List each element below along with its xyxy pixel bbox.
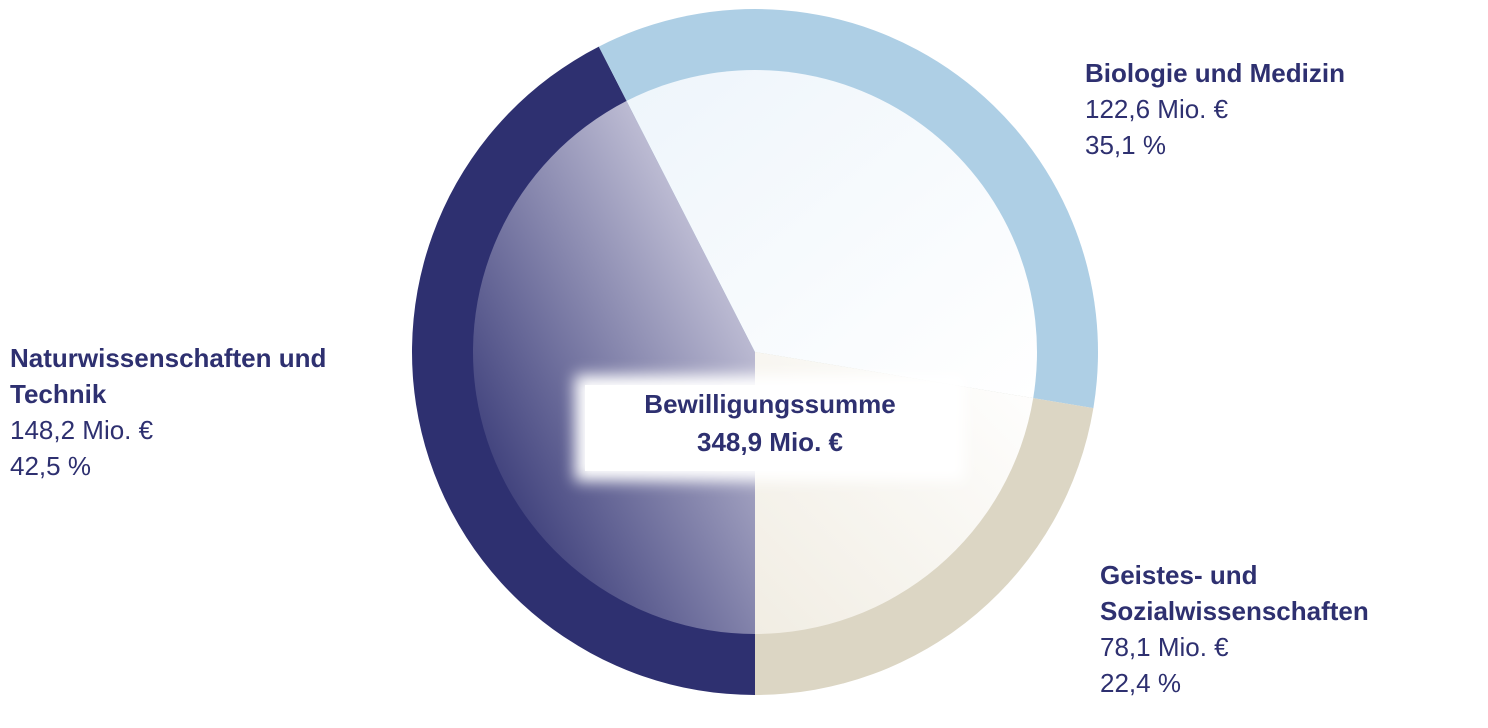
label-group: Biologie und Medizin 122,6 Mio. € 35,1 % [1085,55,1345,163]
category-label: Biologie und Medizin [1085,58,1345,88]
value-label: 122,6 Mio. € [1085,94,1229,124]
pie [411,9,1098,696]
slice-highlight [472,100,755,635]
value-label: 148,2 Mio. € [10,415,154,445]
percentage-label: 35,1 % [1085,130,1166,160]
center-value: 348,9 Mio. € [697,427,843,457]
category-label: Geistes- und Sozialwissenschaften [1100,560,1369,626]
center-title: Bewilligungssumme [644,389,896,419]
category-label: Naturwissenschaften und Technik [10,343,327,409]
percentage-label: 22,4 % [1100,668,1181,698]
value-label: 78,1 Mio. € [1100,632,1229,662]
center-label: Bewilligungssumme 348,9 Mio. € [585,385,955,471]
label-group: Geistes- und Sozialwissenschaften 78,1 Mi… [1100,557,1488,701]
label-group: Naturwissenschaften und Technik 148,2 Mio… [10,340,400,484]
slice-highlight [626,69,1037,399]
percentage-label: 42,5 % [10,451,91,481]
